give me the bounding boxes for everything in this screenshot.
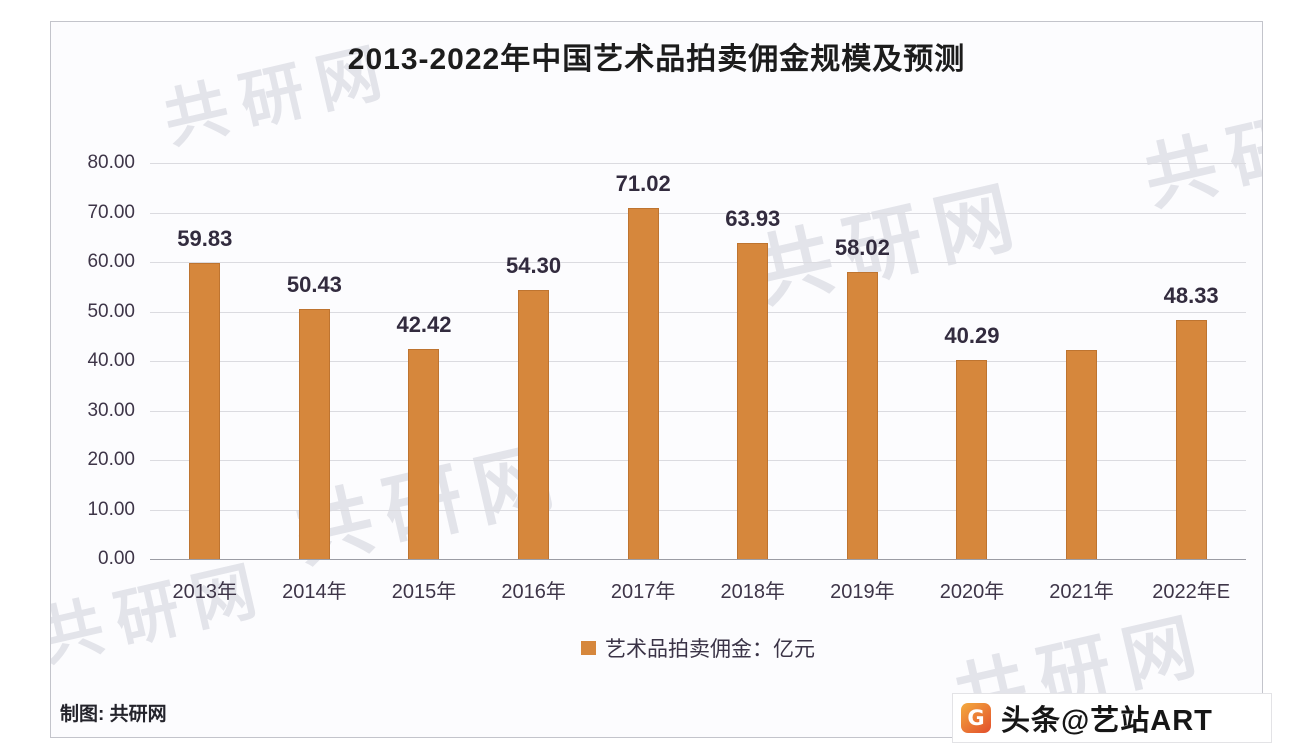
bar [1175,319,1207,559]
y-axis-tick-label: 30.00 [87,399,135,421]
bars-row: 59.83 50.43 42.42 54.30 71.02 63.93 58.02 40.29… [150,163,1246,559]
bar-group: 42.42 [369,163,479,559]
x-axis-tick-label: 2013年 [172,581,238,603]
x-axis-tick-label: 2016年 [501,581,566,603]
x-axis-tick-label: 2019年 [830,581,895,603]
bar-value-label: 40.29 [944,322,1000,348]
bar-group: 48.33 [1136,163,1246,559]
watermark-badge: G 头条@艺站ART [952,693,1272,743]
bar-value-label: 59.83 [177,225,233,251]
bar-value-label: 48.33 [1163,282,1219,308]
y-axis-tick-label: 10.00 [87,498,135,520]
x-axis-tick-label: 2020年 [939,581,1005,603]
bar-value-label: 54.30 [506,253,562,279]
bar-group: 50.43 [260,163,370,559]
bar [1066,350,1098,559]
x-axis-tick-label: 2017年 [610,581,676,603]
bar [189,262,221,559]
bar [298,309,330,559]
y-axis-tick-label: 20.00 [87,449,135,470]
bar-group: 71.02 [588,163,698,559]
y-axis-tick-label: 80.00 [87,152,135,173]
bar [956,359,988,559]
gridline [150,410,1246,412]
bar-value-label: 63.93 [725,205,781,231]
x-axis: 2013年 2014年 2015年 2016年 2017年 2018年 2019年 2020年… [150,575,1246,604]
gridline [150,361,1246,362]
bar-group [1027,163,1137,559]
gridline [150,460,1246,461]
y-axis-tick-label: 70.00 [87,201,135,223]
bar-group: 63.93 [698,163,808,559]
bar-value-label: 58.02 [834,234,890,260]
x-axis-tick-label: 2021年 [1049,581,1114,603]
y-axis-tick-label: 50.00 [87,300,135,322]
bar-group: 58.02 [808,163,918,559]
plot-area [150,163,1246,560]
toutiao-watermark-text: 头条@艺站ART [1001,705,1213,737]
bar-group: 59.83 [150,163,260,559]
gridline [150,311,1246,313]
y-axis: 80.00 70.00 60.00 50.00 40.00 30.00 20.00 10.00… [40,152,135,569]
legend-swatch-icon [581,641,596,655]
bar-value-label: 42.42 [396,312,452,337]
x-axis-tick-label: 2014年 [282,581,347,603]
legend-label: 艺术品拍卖佣金：亿元 [605,638,815,661]
y-axis-tick-label: 40.00 [87,350,135,371]
gridline [150,262,1246,263]
gridline [150,163,1246,164]
bar [518,290,550,559]
gridline [150,212,1246,214]
x-axis-tick-label: 2022年E [1152,581,1231,603]
legend: 艺术品拍卖佣金：亿元 [150,634,1246,662]
y-axis-tick-label: 60.00 [87,251,135,272]
bar-group: 54.30 [479,163,589,559]
gridline [150,559,1246,560]
bar [846,271,878,559]
x-axis-tick-label: 2018年 [720,581,786,603]
x-axis-tick-label: 2015年 [391,581,457,603]
bar [627,207,659,559]
bar-value-label: 71.02 [615,170,671,196]
bar [408,349,440,559]
y-axis-tick-label: 0.00 [98,548,135,569]
gridline [150,509,1246,511]
gongyan-logo-icon: G [961,703,991,733]
bar-group: 40.29 [917,163,1027,559]
credit-text: 制图: 共研网 [60,704,167,725]
bar-value-label: 50.43 [286,272,342,298]
bar [737,242,769,559]
chart-title: 2013-2022年中国艺术品拍卖佣金规模及预测 [347,43,966,76]
